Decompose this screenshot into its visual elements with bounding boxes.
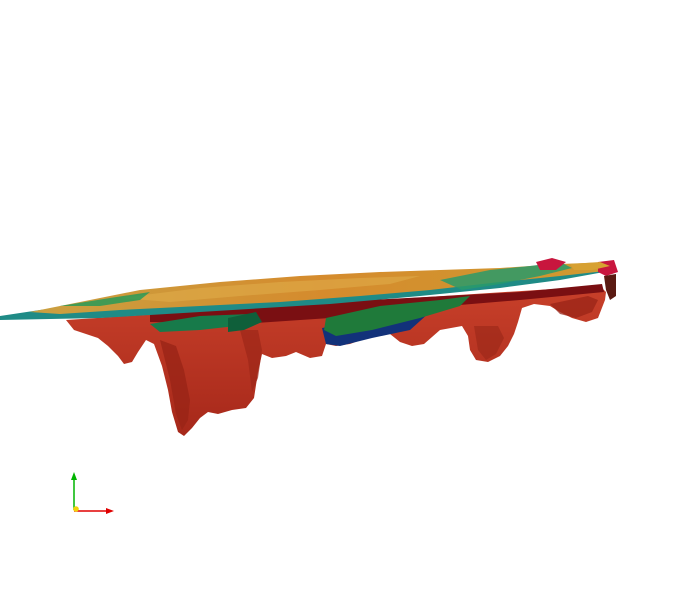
geological-model[interactable] — [0, 258, 618, 436]
orientation-axes — [71, 472, 114, 514]
crimson-patch — [536, 258, 566, 270]
y-axis-arrow-icon — [71, 472, 77, 480]
z-axis-dot-icon — [73, 506, 79, 512]
x-axis-arrow-icon — [106, 508, 114, 514]
lobe-shadow-mid — [240, 330, 262, 392]
green-layer-left — [150, 314, 250, 332]
lobe-shadow-far — [550, 296, 598, 318]
green-mottle-right — [440, 262, 572, 290]
lobe-shadow-left — [160, 340, 190, 430]
gold-cap-right — [570, 262, 610, 270]
dark-edge-right — [604, 274, 616, 300]
lobe-shadow-right — [474, 326, 504, 360]
green-layer — [324, 296, 470, 336]
top-surface-highlight — [120, 276, 420, 302]
dark-red-band — [150, 284, 604, 324]
green-mottle-left — [60, 292, 150, 306]
dark-green-patch — [228, 312, 262, 332]
